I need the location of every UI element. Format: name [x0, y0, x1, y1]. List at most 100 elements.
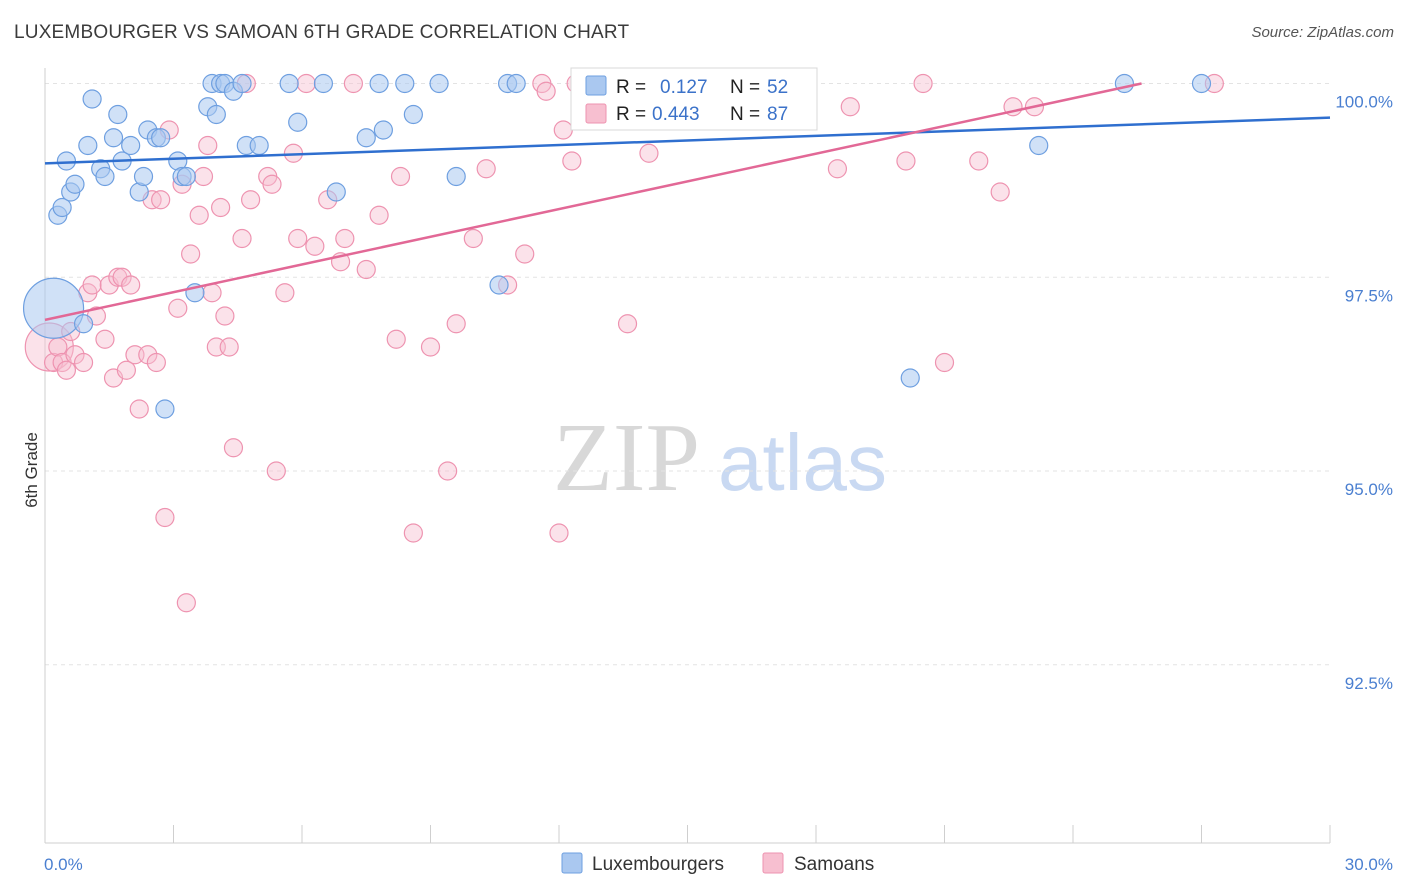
samoan-trend-line	[44, 82, 1142, 322]
samoan-point-4	[56, 360, 77, 380]
samoan-point-58	[403, 523, 423, 543]
samoan-point-9	[82, 275, 102, 295]
samoan-point-23	[151, 190, 171, 210]
luxembourger-point-14	[121, 135, 141, 156]
luxembourger-point-42	[403, 104, 423, 125]
luxembourger-point-36	[313, 73, 334, 94]
legend-r-value-2: 0.443	[652, 104, 700, 125]
luxembourger-point-35	[288, 112, 308, 132]
samoan-point-67	[536, 81, 556, 101]
x-tick-label-0: 0.0%	[44, 855, 83, 874]
luxembourger-point-0	[22, 277, 85, 339]
samoan-point-60	[438, 461, 458, 481]
samoans-points	[24, 73, 1224, 613]
samoan-point-28	[176, 593, 196, 613]
legend-r-label-1: R =	[616, 77, 646, 98]
samoan-point-52	[335, 228, 355, 249]
luxembourger-point-6	[73, 314, 94, 334]
luxembourger-point-19	[151, 128, 171, 148]
samoan-point-30	[189, 205, 209, 225]
y-tick-label-3: 92.5%	[1345, 674, 1393, 693]
x-tick-labels: 0.0% 30.0%	[44, 855, 1393, 874]
luxembourger-point-27	[206, 104, 226, 125]
samoan-point-79	[896, 151, 916, 171]
samoan-point-62	[463, 228, 483, 249]
luxembourger-point-45	[489, 275, 509, 295]
samoan-point-54	[356, 259, 376, 280]
luxembourger-point-3	[56, 151, 77, 171]
samoan-point-47	[288, 228, 308, 249]
samoan-point-68	[549, 523, 569, 543]
samoan-point-73	[617, 314, 638, 334]
luxembourger-point-10	[95, 166, 115, 187]
luxembourger-point-44	[446, 166, 466, 187]
samoan-point-7	[73, 352, 94, 373]
samoan-point-56	[386, 329, 406, 349]
luxembourger-point-40	[373, 120, 393, 140]
luxembourger-point-20	[155, 399, 175, 419]
series-legend: Luxembourgers Samoans	[561, 852, 874, 875]
luxembourger-point-37	[326, 182, 346, 202]
samoan-point-43	[262, 174, 282, 194]
series-swatch-samoans	[762, 852, 784, 874]
luxembourger-point-33	[249, 135, 269, 156]
samoan-point-32	[198, 135, 218, 156]
samoan-point-29	[181, 244, 201, 264]
gridlines	[45, 83, 1330, 666]
luxembourger-point-12	[108, 104, 128, 125]
samoan-point-37	[219, 337, 239, 357]
legend-swatch-pink	[585, 103, 607, 124]
luxembourger-point-8	[82, 89, 102, 109]
luxembourger-point-38	[356, 128, 376, 148]
samoan-point-74	[639, 143, 659, 163]
luxembourger-point-11	[103, 128, 124, 148]
legend-box	[570, 67, 818, 131]
samoan-point-82	[969, 151, 989, 171]
legend-n-label-2: N =	[730, 104, 760, 125]
luxembourger-trend-line	[44, 116, 1331, 165]
samoan-point-35	[211, 197, 231, 218]
samoan-point-49	[305, 236, 325, 256]
correlation-legend: R = 0.127 N = 52 R = 0.443 N = 87	[570, 67, 818, 131]
source-label: Source: ZipAtlas.com	[1251, 24, 1394, 41]
luxembourger-point-23	[176, 166, 196, 187]
x-tick-label-1: 30.0%	[1345, 855, 1393, 874]
samoan-point-59	[420, 337, 441, 357]
luxembourger-point-2	[52, 197, 72, 218]
luxembourger-point-39	[369, 73, 389, 94]
watermark-atlas: atlas	[718, 418, 887, 507]
y-tick-label-1: 97.5%	[1345, 286, 1393, 305]
luxembourger-point-43	[429, 73, 449, 94]
samoan-point-83	[990, 182, 1010, 202]
axes	[44, 68, 1331, 844]
luxembourger-point-49	[1029, 135, 1049, 156]
samoan-point-45	[275, 283, 295, 303]
samoan-point-16	[116, 360, 136, 380]
y-tick-label-2: 95.0%	[1345, 480, 1393, 499]
samoan-point-22	[146, 352, 166, 373]
samoan-point-48	[296, 73, 316, 94]
watermark-zip: ZIP	[553, 404, 700, 512]
samoan-point-69	[553, 120, 573, 140]
samoan-point-24	[155, 507, 175, 528]
samoan-point-39	[232, 228, 252, 249]
luxembourger-point-7	[78, 135, 98, 156]
samoan-point-41	[241, 190, 261, 210]
legend-n-value-1: 52	[767, 77, 788, 98]
legend-n-value-2: 87	[767, 104, 788, 125]
legend-r-label-2: R =	[616, 104, 646, 125]
luxembourger-point-5	[65, 174, 85, 194]
trend-lines	[44, 82, 1331, 322]
samoan-point-26	[168, 298, 188, 318]
legend-swatch-blue	[585, 75, 607, 96]
samoan-point-65	[515, 244, 535, 264]
luxembourgers-points	[22, 73, 1212, 419]
samoan-point-31	[193, 166, 214, 187]
samoan-point-11	[95, 329, 115, 349]
samoan-point-78	[840, 97, 860, 117]
y-tick-label-0: 100.0%	[1335, 93, 1393, 112]
luxembourger-point-16	[133, 166, 154, 187]
series-label-samoans: Samoans	[794, 854, 874, 875]
legend-r-value-1: 0.127	[660, 77, 708, 98]
samoan-point-53	[343, 73, 363, 94]
